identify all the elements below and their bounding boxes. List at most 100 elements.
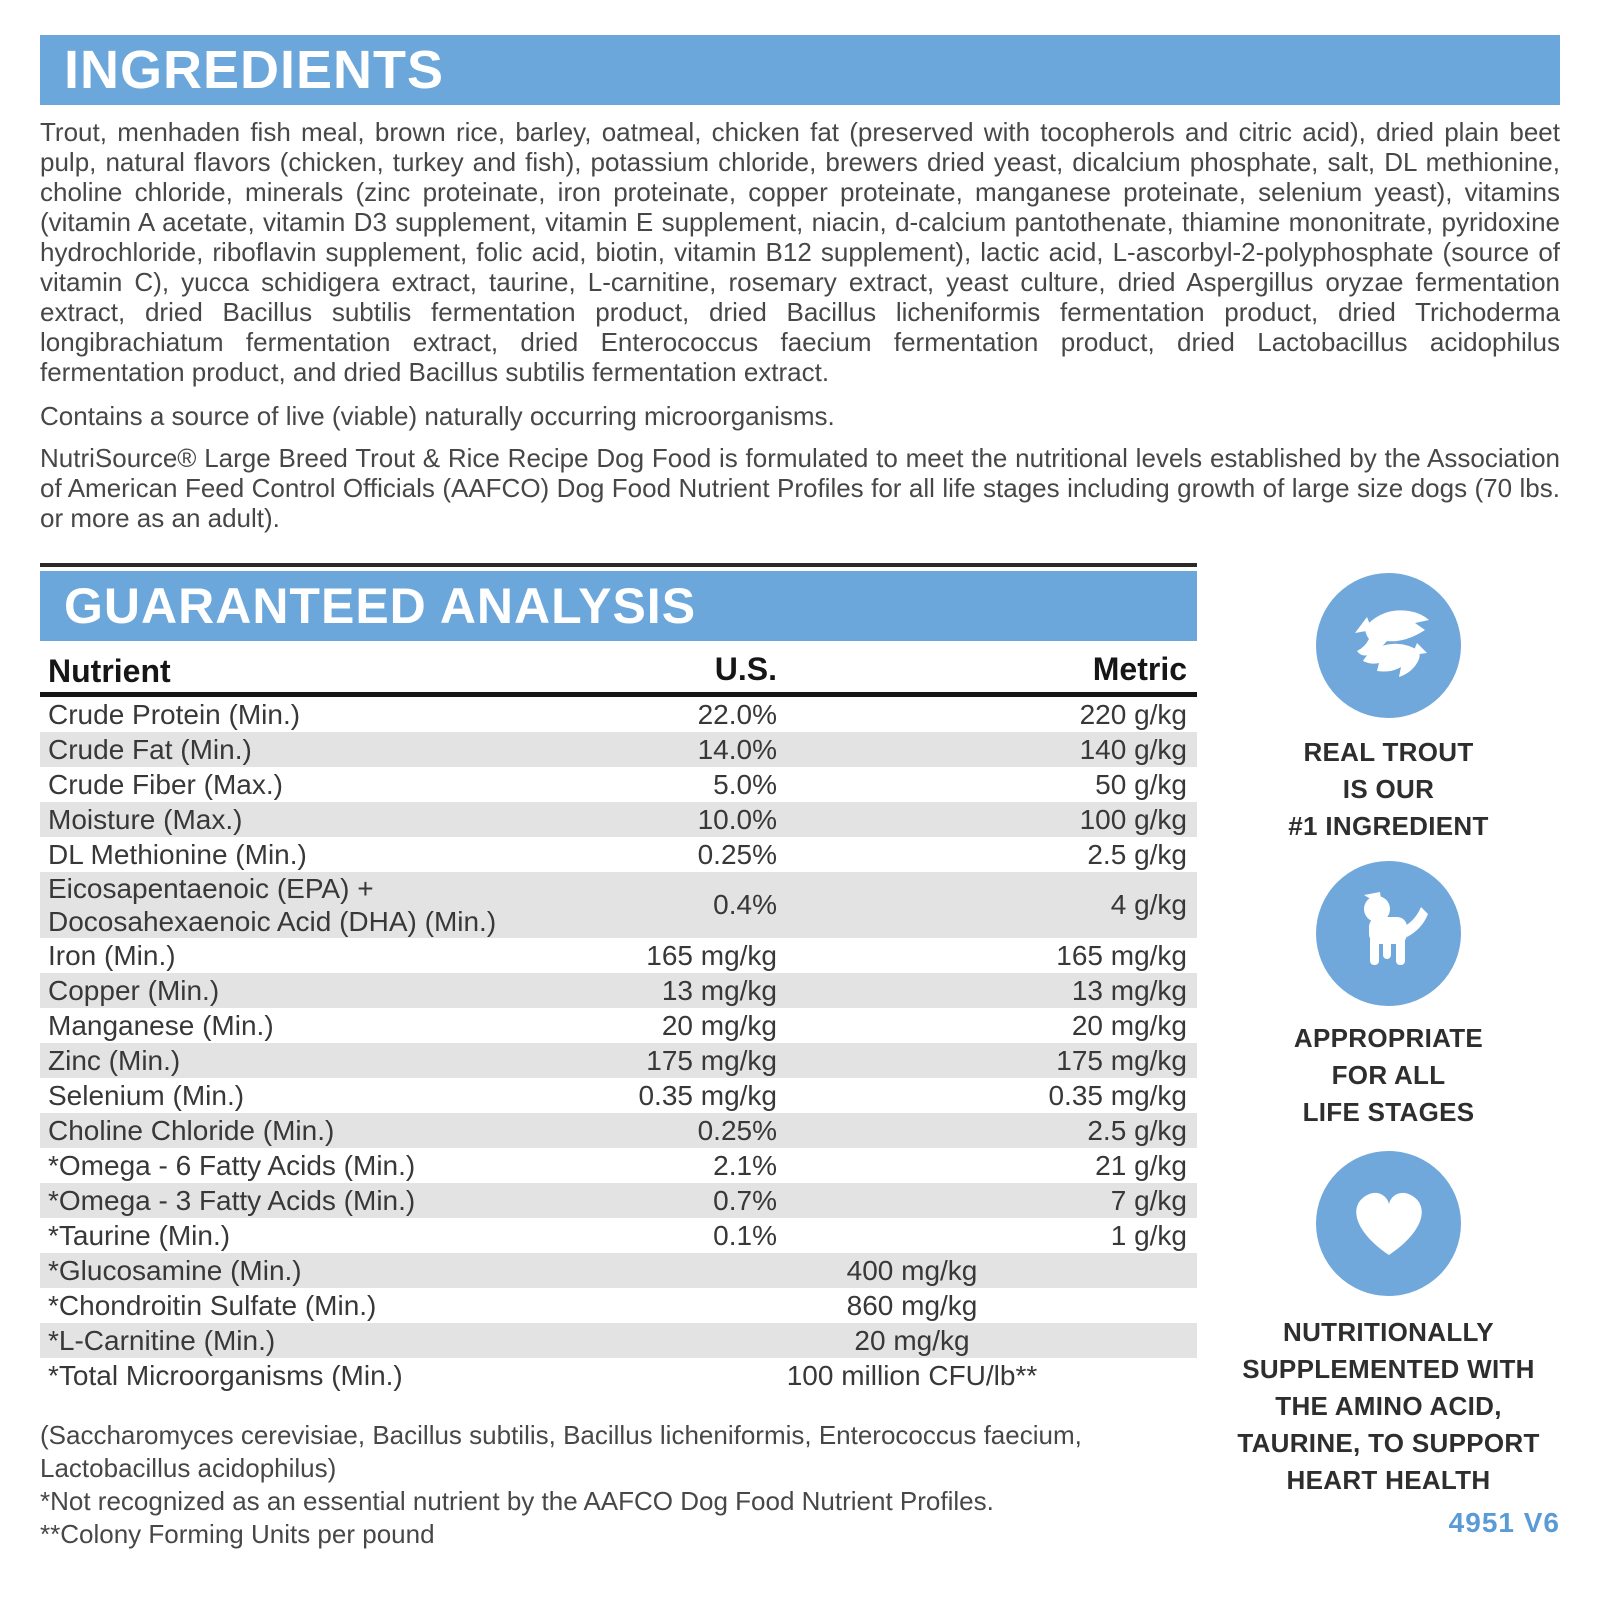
guaranteed-analysis-column: GUARANTEED ANALYSIS Nutrient U.S. Metric… xyxy=(40,563,1197,1551)
guaranteed-analysis-section: GUARANTEED ANALYSIS Nutrient U.S. Metric… xyxy=(40,563,1560,1551)
table-row: Choline Chloride (Min.) 0.25% 2.5 g/kg xyxy=(40,1113,1197,1148)
us-value: 13 mg/kg xyxy=(661,974,777,1006)
table-row: *Glucosamine (Min.) 400 mg/kg xyxy=(40,1253,1197,1288)
us-value: 10.0% xyxy=(697,803,777,835)
table-row: DL Methionine (Min.) 0.25% 2.5 g/kg xyxy=(40,837,1197,872)
metric-value: 4 g/kg xyxy=(1110,889,1187,920)
us-value: 22.0% xyxy=(697,698,777,730)
table-row: Zinc (Min.) 175 mg/kg 175 mg/kg xyxy=(40,1043,1197,1078)
us-value: 165 mg/kg xyxy=(646,939,777,971)
metric-value: 50 g/kg xyxy=(1095,768,1187,800)
table-row: Crude Fiber (Max.) 5.0% 50 g/kg xyxy=(40,767,1197,802)
heart-health-badge xyxy=(1316,1151,1461,1296)
table-row: Copper (Min.) 13 mg/kg 13 mg/kg xyxy=(40,973,1197,1008)
metric-value: 220 g/kg xyxy=(1079,698,1187,730)
life-stages-badge-caption: APPROPRIATE FOR ALL LIFE STAGES xyxy=(1293,1023,1484,1127)
aafco-footnote: *Not recognized as an essential nutrient… xyxy=(40,1486,994,1516)
us-value: 0.7% xyxy=(713,1184,777,1216)
nutrient-cell: Crude Fat (Min.) xyxy=(48,734,252,765)
table-row: Moisture (Max.) 10.0% 100 g/kg xyxy=(40,802,1197,837)
us-value: 14.0% xyxy=(697,733,777,765)
nutrient-cell: *Omega - 6 Fatty Acids (Min.) xyxy=(48,1150,416,1181)
microorganisms-note: Contains a source of live (viable) natur… xyxy=(40,401,835,431)
combined-value: 400 mg/kg xyxy=(846,1254,978,1286)
nutrient-cell: Selenium (Min.) xyxy=(48,1080,245,1111)
metric-value: 2.5 g/kg xyxy=(1087,838,1187,870)
combined-value: 20 mg/kg xyxy=(854,1324,970,1356)
nutrient-cell: Moisture (Max.) xyxy=(48,804,243,835)
aafco-statement: NutriSource® Large Breed Trout & Rice Re… xyxy=(40,443,1560,533)
nutrient-cell: *Glucosamine (Min.) xyxy=(48,1255,302,1286)
nutrient-cell: *Total Microorganisms (Min.) xyxy=(48,1360,403,1391)
table-row: *L-Carnitine (Min.) 20 mg/kg xyxy=(40,1323,1197,1358)
us-value: 20 mg/kg xyxy=(661,1009,777,1041)
ingredients-header: INGREDIENTS xyxy=(40,35,1560,105)
nutrient-cell: Zinc (Min.) xyxy=(48,1045,181,1076)
combined-value: 100 million CFU/lb** xyxy=(786,1359,1038,1391)
nutrient-cell: *L-Carnitine (Min.) xyxy=(48,1325,276,1356)
table-footnotes: (Saccharomyces cerevisiae, Bacillus subt… xyxy=(40,1419,1197,1551)
nutrient-cell: Iron (Min.) xyxy=(48,940,176,971)
table-row: Crude Protein (Min.) 22.0% 220 g/kg xyxy=(40,697,1197,732)
guaranteed-analysis-title: GUARANTEED ANALYSIS xyxy=(64,578,697,634)
metric-value: 165 mg/kg xyxy=(1056,939,1187,971)
nutrient-cell: Crude Fiber (Max.) xyxy=(48,769,283,800)
table-row: *Chondroitin Sulfate (Min.) 860 mg/kg xyxy=(40,1288,1197,1323)
column-header-us: U.S. xyxy=(714,651,777,687)
table-row: Selenium (Min.) 0.35 mg/kg 0.35 mg/kg xyxy=(40,1078,1197,1113)
nutrient-cell: Copper (Min.) xyxy=(48,975,220,1006)
life-stages-badge xyxy=(1316,861,1461,1006)
nutrient-cell: Manganese (Min.) xyxy=(48,1010,274,1041)
metric-value: 175 mg/kg xyxy=(1056,1044,1187,1076)
heart-health-badge-caption: NUTRITIONALLY SUPPLEMENTED WITH THE AMIN… xyxy=(1237,1317,1540,1495)
metric-value: 0.35 mg/kg xyxy=(1048,1079,1187,1111)
metric-value: 7 g/kg xyxy=(1110,1184,1187,1216)
combined-value: 860 mg/kg xyxy=(846,1289,978,1321)
heart-icon xyxy=(1339,1171,1439,1276)
trout-badge xyxy=(1316,573,1461,718)
metric-value: 2.5 g/kg xyxy=(1087,1114,1187,1146)
metric-value: 1 g/kg xyxy=(1110,1219,1187,1251)
dog-icon xyxy=(1339,881,1439,986)
nutrient-cell: DL Methionine (Min.) xyxy=(48,839,307,870)
us-value: 0.35 mg/kg xyxy=(638,1079,777,1111)
metric-value: 140 g/kg xyxy=(1079,733,1187,765)
table-header-row: Nutrient U.S. Metric xyxy=(40,641,1197,697)
table-row: Eicosapentaenoic (EPA) + Docosahexaenoic… xyxy=(40,872,1197,938)
product-code: 4951 V6 xyxy=(1448,1507,1560,1538)
table-row: Manganese (Min.) 20 mg/kg 20 mg/kg xyxy=(40,1008,1197,1043)
metric-value: 100 g/kg xyxy=(1079,803,1187,835)
column-header-nutrient: Nutrient xyxy=(48,653,171,689)
metric-value: 20 mg/kg xyxy=(1071,1009,1187,1041)
ingredients-header-title: INGREDIENTS xyxy=(64,40,445,100)
microorganism-species-note: (Saccharomyces cerevisiae, Bacillus subt… xyxy=(40,1420,1082,1483)
us-value: 175 mg/kg xyxy=(646,1044,777,1076)
metric-value: 13 mg/kg xyxy=(1071,974,1187,1006)
us-value: 0.25% xyxy=(697,838,777,870)
table-row: *Total Microorganisms (Min.) 100 million… xyxy=(40,1358,1197,1393)
trout-icon xyxy=(1339,593,1439,698)
us-value: 0.1% xyxy=(713,1219,777,1251)
guaranteed-analysis-header: GUARANTEED ANALYSIS xyxy=(40,571,1197,641)
us-value: 5.0% xyxy=(713,768,777,800)
nutrient-cell: *Omega - 3 Fatty Acids (Min.) xyxy=(48,1185,416,1216)
table-row: Iron (Min.) 165 mg/kg 165 mg/kg xyxy=(40,938,1197,973)
badge-column: REAL TROUT IS OUR #1 INGREDIENT APPROPRI… xyxy=(1197,563,1560,1551)
table-body: Crude Protein (Min.) 22.0% 220 g/kg Crud… xyxy=(40,697,1197,1393)
nutrient-cell: Crude Protein (Min.) xyxy=(48,699,301,730)
us-value: 2.1% xyxy=(713,1149,777,1181)
us-value: 0.25% xyxy=(697,1114,777,1146)
us-value: 0.4% xyxy=(713,889,777,920)
nutrient-cell: Eicosapentaenoic (EPA) + Docosahexaenoic… xyxy=(48,873,497,937)
trout-badge-caption: REAL TROUT IS OUR #1 INGREDIENT xyxy=(1288,737,1489,841)
table-row: *Omega - 6 Fatty Acids (Min.) 2.1% 21 g/… xyxy=(40,1148,1197,1183)
column-header-metric: Metric xyxy=(1092,651,1187,687)
section-divider xyxy=(40,563,1197,567)
cfu-footnote: **Colony Forming Units per pound xyxy=(40,1519,435,1549)
metric-value: 21 g/kg xyxy=(1095,1149,1187,1181)
nutrient-cell: *Chondroitin Sulfate (Min.) xyxy=(48,1290,377,1321)
nutrient-cell: *Taurine (Min.) xyxy=(48,1220,231,1251)
guaranteed-analysis-table: Nutrient U.S. Metric Crude Protein (Min.… xyxy=(40,641,1197,1393)
ingredients-paragraph: Trout, menhaden fish meal, brown rice, b… xyxy=(40,117,1560,387)
